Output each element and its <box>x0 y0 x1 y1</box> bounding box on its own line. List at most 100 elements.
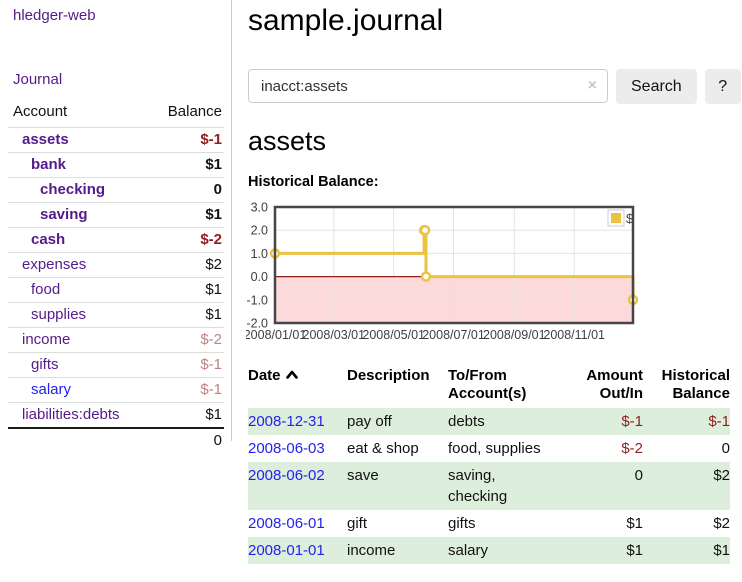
svg-text:-2.0: -2.0 <box>246 317 268 331</box>
historical-balance-chart[interactable]: 3.0 2.0 1.0 0.0 -1.0 -2.02008/01/012008/03/01… <box>246 200 638 346</box>
svg-text:-1.0: -1.0 <box>246 293 268 307</box>
accounts-header-account: Account <box>13 103 68 120</box>
account-heading: assets <box>248 126 327 156</box>
account-row: assets $-1 <box>8 127 224 153</box>
accounts-header-row: Account Balance <box>8 99 224 128</box>
register-header-date[interactable]: Date <box>248 365 347 408</box>
data-point-marker <box>419 224 431 236</box>
account-link[interactable]: supplies <box>31 306 87 323</box>
account-balance: $-1 <box>200 356 222 373</box>
sort-ascending-icon <box>285 370 298 379</box>
register-header-row: Date Description To/From Account(s) Amou… <box>248 365 730 408</box>
register-header-description: Description <box>347 367 430 384</box>
transaction-accounts: debts <box>448 413 485 430</box>
account-name-cell: food <box>8 278 152 303</box>
chart-title: Historical Balance: <box>248 174 379 190</box>
transaction-amount: $1 <box>626 542 643 559</box>
clear-search-icon[interactable]: × <box>587 77 597 94</box>
search-form: × Search ? <box>248 69 741 104</box>
account-name-cell: checking <box>8 178 152 203</box>
register-header-amount: Amount Out/In <box>586 367 643 402</box>
transaction-balance: $2 <box>713 467 730 484</box>
svg-text:2008/01/01: 2008/01/01 <box>246 328 306 342</box>
svg-text:2008/09/01: 2008/09/01 <box>483 328 546 342</box>
account-link[interactable]: income <box>22 331 71 348</box>
account-balance: $-2 <box>200 331 222 348</box>
app-title-link[interactable]: hledger-web <box>13 7 96 24</box>
account-row: checking 0 <box>8 177 224 203</box>
data-point-marker <box>420 271 432 282</box>
accounts-total-value: 0 <box>213 432 222 449</box>
transaction-date-link[interactable]: 2008-01-01 <box>248 542 325 559</box>
account-balance: $1 <box>205 306 222 323</box>
account-link[interactable]: liabilities:debts <box>22 406 120 423</box>
account-row: salary $-1 <box>8 377 224 403</box>
main-content: sample.journal × Search ? assets Histori… <box>246 0 742 582</box>
account-balance: $2 <box>205 256 222 273</box>
transaction-balance: $1 <box>713 542 730 559</box>
account-name-cell: bank <box>8 153 152 178</box>
transaction-date-cell: 2008-06-01 <box>248 510 347 537</box>
account-balance: 0 <box>213 181 222 198</box>
account-name-cell: expenses <box>8 253 152 278</box>
transaction-amount: $-1 <box>621 413 643 430</box>
transaction-accounts: salary <box>448 542 489 559</box>
transaction-accounts: food, supplies <box>448 440 541 457</box>
sidebar-item-journal[interactable]: Journal <box>13 71 63 88</box>
transaction-row: 2008-06-02 save saving, checking 0 $2 <box>248 462 730 510</box>
register-table-body: 2008-12-31 pay off debts $-1 $-1 2008-06-03 ea… <box>248 408 730 564</box>
transaction-description: income <box>347 542 396 559</box>
transaction-date-cell: 2008-06-02 <box>248 462 347 510</box>
account-balance: $1 <box>205 206 222 223</box>
account-link[interactable]: cash <box>31 231 66 248</box>
accounts-table-body: assets $-1 bank $1 checking 0 saving $1 cash $-2 e… <box>8 127 224 429</box>
account-row: bank $1 <box>8 152 224 178</box>
search-input[interactable] <box>248 69 608 103</box>
transaction-date-link[interactable]: 2008-06-02 <box>248 467 325 484</box>
search-button[interactable]: Search <box>616 69 697 104</box>
date-header-label: Date <box>248 367 281 384</box>
accounts-total-row: 0 <box>8 428 224 453</box>
account-link[interactable]: saving <box>40 206 88 223</box>
transaction-row: 2008-01-01 income salary $1 $1 <box>248 537 730 564</box>
account-link[interactable]: gifts <box>31 356 59 373</box>
accounts-header-balance: Balance <box>167 103 222 120</box>
account-name-cell: liabilities:debts <box>8 403 152 429</box>
account-link[interactable]: expenses <box>22 256 87 273</box>
search-input-wrap: × <box>248 69 608 104</box>
account-row: food $1 <box>8 277 224 303</box>
account-name-cell: supplies <box>8 303 152 328</box>
account-name-cell: saving <box>8 203 152 228</box>
register-table: Date Description To/From Account(s) Amou… <box>248 365 730 564</box>
svg-text:0.0: 0.0 <box>251 270 268 284</box>
sidebar: hledger-web Journal Account Balance asse… <box>0 0 232 449</box>
account-link[interactable]: bank <box>31 156 67 173</box>
svg-text:2008/03/01: 2008/03/01 <box>303 328 366 342</box>
transaction-balance: 0 <box>721 440 730 457</box>
transaction-date-cell: 2008-01-01 <box>248 537 347 564</box>
legend-swatch <box>611 213 621 223</box>
account-name-cell: cash <box>8 228 152 253</box>
accounts-total-spacer <box>8 428 152 453</box>
transaction-date-link[interactable]: 2008-12-31 <box>248 413 325 430</box>
account-link[interactable]: assets <box>22 131 69 148</box>
transaction-date-link[interactable]: 2008-06-03 <box>248 440 325 457</box>
register-header-accounts: To/From Account(s) <box>448 367 527 402</box>
transaction-description: eat & shop <box>347 440 419 457</box>
account-name-cell: assets <box>8 128 152 153</box>
chart-legend: $ <box>607 209 634 227</box>
account-link[interactable]: salary <box>31 381 72 398</box>
account-link[interactable]: checking <box>40 181 106 198</box>
transaction-row: 2008-12-31 pay off debts $-1 $-1 <box>248 408 730 435</box>
transaction-date-cell: 2008-06-03 <box>248 435 347 462</box>
svg-text:2.0: 2.0 <box>251 224 268 238</box>
account-link[interactable]: food <box>31 281 61 298</box>
account-row: supplies $1 <box>8 302 224 328</box>
account-balance: $1 <box>205 156 222 173</box>
transaction-date-link[interactable]: 2008-06-01 <box>248 515 325 532</box>
help-button[interactable]: ? <box>704 69 741 104</box>
transaction-date-cell: 2008-12-31 <box>248 408 347 435</box>
page-title: sample.journal <box>248 4 444 37</box>
account-row: liabilities:debts $1 <box>8 402 224 429</box>
transaction-row: 2008-06-03 eat & shop food, supplies $-2 0 <box>248 435 730 462</box>
